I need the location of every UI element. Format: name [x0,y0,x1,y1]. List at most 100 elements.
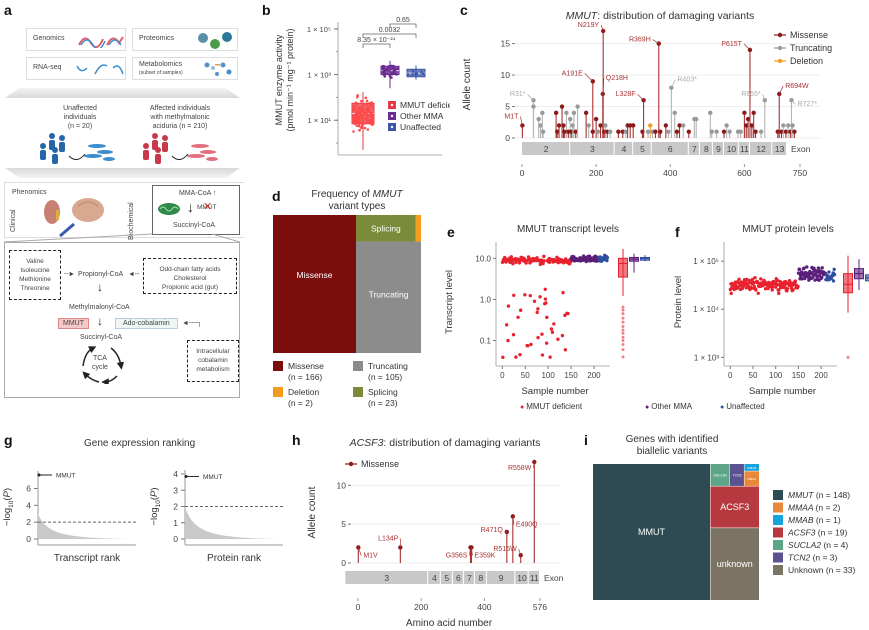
legend-dot: ● [520,404,527,411]
rank-area [185,506,283,539]
lollipop-head-truncating [681,123,686,128]
data-point [365,115,369,118]
data-point-mmut-deficient [536,335,540,340]
chart-title-rest: : distribution of damaging variants [383,437,540,449]
data-point-mmut-deficient [511,261,515,266]
legend-label: Other MMA [651,402,693,411]
box-outlier [621,320,625,324]
data-point [371,123,374,126]
y-axis-label-line2: (pmol min⁻¹ mg⁻¹ protein) [285,28,295,131]
treemap-label-mmaa: MMAA [747,477,756,481]
metabolomics-box: Metabolomics (subset of samples) [132,57,238,80]
lollipop-head-missense [561,123,566,128]
treemap-cell-splicing [356,215,416,242]
lollipop-head-missense [744,123,749,128]
x-tick-label: 50 [749,371,758,380]
affected-people-icon [143,133,218,164]
y-tick-label: 4 [173,469,178,479]
data-point [360,124,364,127]
affected-text: Affected individuals with methylmalonic … [130,104,230,131]
legend-swatch-dot [390,125,394,129]
legend-label: Missense [361,459,399,469]
exon-block [749,142,772,155]
legend-swatch-splicing [353,387,363,397]
lollipop-head-truncating [575,104,580,109]
legend-gene: TCN2 [788,553,813,563]
legend-gene: ACSF3 [787,528,818,538]
legend-name-truncating: Truncating [368,361,408,371]
y-label-p: P [149,490,160,497]
data-point-mmut-deficient [751,280,756,285]
exon-label: 5 [444,573,449,583]
exon-label: 10 [727,144,737,154]
data-point-mmut-deficient [563,348,568,352]
exon-label: 12 [756,144,766,154]
exon-block [463,571,474,584]
lollipop-head-truncating [724,123,729,128]
legend-label: Missense [790,30,828,40]
x-tick-label: 400 [663,168,677,178]
metabolite-icon [204,62,232,76]
data-point-other-mma [812,266,816,270]
lollipop-head-missense [616,129,621,134]
data-point-mmut-deficient [749,286,754,290]
data-point [352,130,355,133]
lollipop-head-missense [598,123,603,128]
lollipop-head-truncating [727,129,732,134]
x-axis-label: Sample number [521,386,588,397]
data-point [366,113,369,116]
exon-label: 4 [622,144,627,154]
rna-icon [76,64,124,75]
legend-marker [777,45,783,51]
data-point-mmut-deficient [548,355,552,359]
variant-label: R727* [797,101,817,108]
legend-item-other-mma: ● Other MMA [645,402,692,411]
y-tick-label: 2 [26,517,31,527]
lollipop-head-missense [792,129,797,134]
lollipop-head-missense [600,28,606,34]
legend-dot: ● [720,404,727,411]
data-point-mmut-deficient [529,342,533,347]
proteomics-box: Proteomics [132,28,238,51]
legend-label-acsf3: ACSF3 (n = 19) [787,528,847,538]
variant-label: P615T [721,41,742,48]
treemap-label-sucla2: SUCLA2 [713,473,727,477]
x-tick-label: 200 [414,602,428,612]
legend-n: (n = 148) [816,490,850,500]
data-point [356,110,360,114]
chart-title: MMUT protein levels [742,224,834,235]
treemap-label-acsf3: ACSF3 [720,502,749,512]
treemap-label-splicing: Splicing [371,223,401,233]
y-label-prefix: −log [2,508,13,526]
legend-label: MMUT deficient [400,100,450,110]
x-tick-label: 0 [356,602,361,612]
phenomics-box [4,182,244,238]
lollipop-head-truncating [672,110,677,116]
legend-swatch-missense [273,361,283,371]
aa-valine: Valine [26,258,44,265]
unaffected-people-icon [40,133,115,164]
data-point [363,126,367,130]
exon-label: 11 [740,144,749,154]
data-point-mmut-deficient [512,293,516,297]
y-tick-label: 1 × 10⁵ [307,25,331,34]
significance-bracket [362,33,417,38]
exon-label: 5 [640,144,645,154]
source-cholesterol: Cholesterol [173,275,207,282]
data-point-mmut-deficient [770,288,774,292]
exon-label: 6 [456,573,461,583]
lollipop-head-missense [532,459,537,465]
label-leader [652,39,659,44]
data-point-other-mma [816,266,821,270]
data-point-mmut-deficient [518,352,522,357]
treemap-label-mmut: MMUT [638,527,665,537]
chart-title-line1: Genes with identified [626,434,719,445]
variant-label: L328F [616,91,636,98]
lollipop-head-missense [663,123,669,128]
chart-title-gene: MMUT [373,189,404,200]
panel-g-title: Gene expression ranking [84,438,196,449]
y-tick-label: 2 [173,502,178,512]
data-point [370,112,374,116]
significance-bracket [362,43,391,48]
lollipop-head-missense [674,129,680,134]
